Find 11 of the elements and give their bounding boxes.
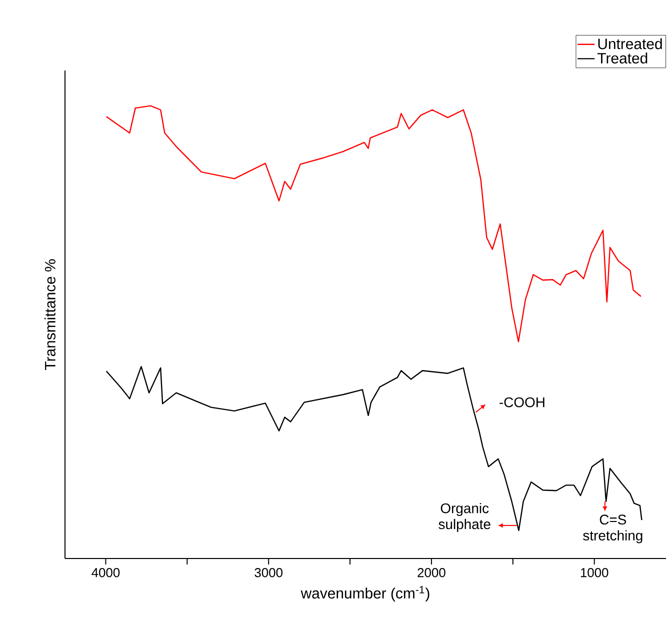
x-tick-label: 2000 bbox=[418, 568, 446, 578]
legend-label: Untreated bbox=[598, 38, 662, 50]
annotation: Organic sulphate bbox=[438, 502, 490, 532]
annotation: C=S stretching bbox=[583, 514, 642, 544]
legend-label: Treated bbox=[598, 52, 648, 64]
x-tick-label: 4000 bbox=[92, 568, 120, 578]
x-tick-label: 1000 bbox=[580, 568, 608, 578]
annotation: -COOH bbox=[500, 397, 544, 408]
x-tick-label: 3000 bbox=[254, 568, 282, 578]
y-axis-title: Transmittance % bbox=[44, 259, 56, 370]
x-axis-title: wavenumber (cm$^{-1}$) bbox=[300, 586, 430, 602]
